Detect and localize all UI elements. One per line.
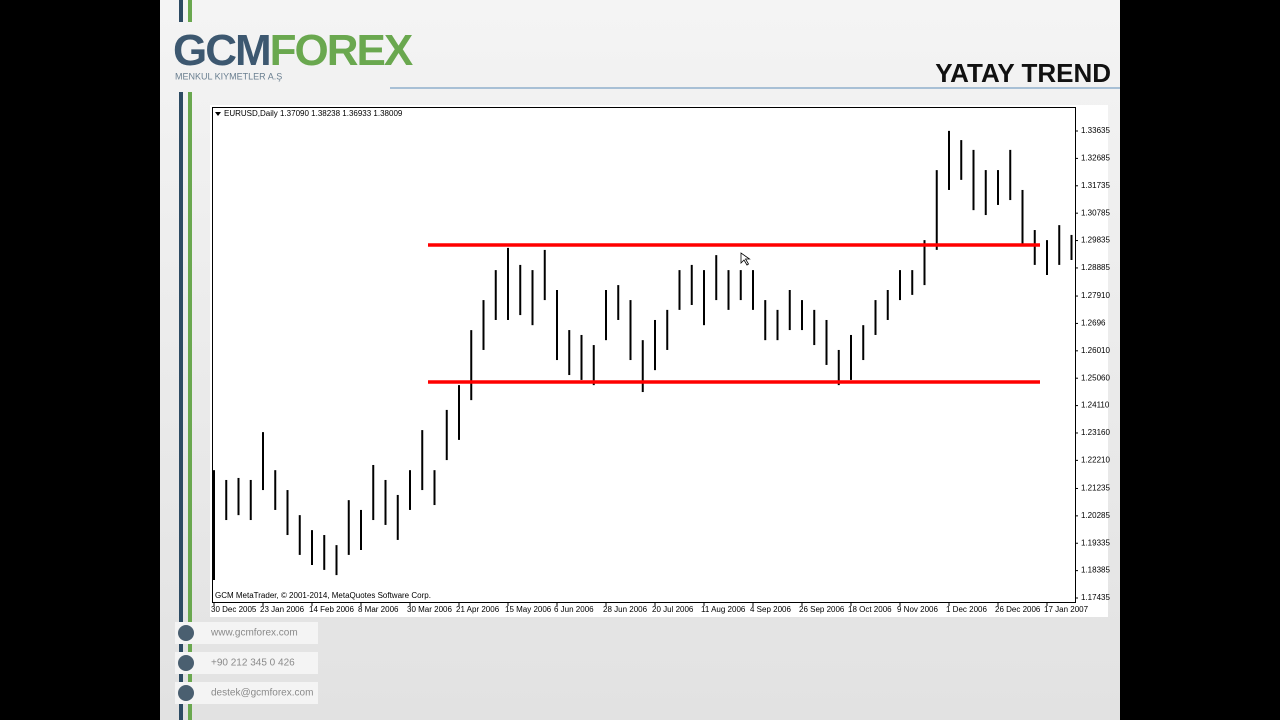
y-tick-label: 1.23160 — [1081, 428, 1110, 437]
chart-footer: GCM MetaTrader, © 2001-2014, MetaQuotes … — [215, 591, 431, 600]
y-tick-label: 1.17435 — [1081, 593, 1110, 602]
y-tick-label: 1.28885 — [1081, 263, 1110, 272]
chart-header: EURUSD,Daily 1.37090 1.38238 1.36933 1.3… — [224, 109, 403, 118]
y-tick-label: 1.33635 — [1081, 126, 1110, 135]
menu-arrow — [215, 112, 221, 116]
mail-icon — [178, 685, 194, 701]
y-tick-label: 1.25060 — [1081, 373, 1110, 382]
y-tick-label: 1.20285 — [1081, 511, 1110, 520]
y-tick-label: 1.2696 — [1081, 319, 1106, 328]
x-tick-label: 17 Jan 2007 — [1044, 605, 1089, 614]
y-tick-label: 1.31735 — [1081, 181, 1110, 190]
y-tick-label: 1.30785 — [1081, 208, 1110, 217]
x-tick-label: 6 Jun 2006 — [554, 605, 594, 614]
x-tick-label: 21 Apr 2006 — [456, 605, 500, 614]
contact-box — [175, 652, 318, 674]
slide-title: YATAY TREND — [935, 58, 1111, 88]
cursor — [740, 252, 751, 266]
stripe — [188, 0, 192, 22]
x-tick-label: 15 May 2006 — [505, 605, 552, 614]
x-tick-label: 14 Feb 2006 — [309, 605, 354, 614]
x-tick-label: 30 Mar 2006 — [407, 605, 452, 614]
contact-mail: destek@gcmforex.com — [211, 688, 313, 699]
contact-box — [175, 622, 318, 644]
y-tick-label: 1.19335 — [1081, 538, 1110, 547]
x-tick-label: 8 Mar 2006 — [358, 605, 399, 614]
x-tick-label: 1 Dec 2006 — [946, 605, 987, 614]
contact-box — [175, 682, 318, 704]
plot-frame — [212, 107, 1076, 603]
contact-phone: +90 212 345 0 426 — [211, 658, 295, 669]
stripe — [188, 92, 192, 720]
x-tick-label: 23 Jan 2006 — [260, 605, 305, 614]
x-tick-label: 4 Sep 2006 — [750, 605, 791, 614]
stripe — [179, 0, 183, 22]
contact-web: www.gcmforex.com — [210, 628, 298, 639]
y-tick-label: 1.22210 — [1081, 455, 1110, 464]
y-tick-label: 1.26010 — [1081, 346, 1110, 355]
logo: GCMFOREX — [173, 26, 413, 75]
chart-panel — [210, 105, 1108, 617]
x-tick-label: 28 Jun 2006 — [603, 605, 648, 614]
contacts: www.gcmforex.com +90 212 345 0 426 deste… — [175, 622, 318, 704]
x-tick-label: 26 Dec 2006 — [995, 605, 1041, 614]
phone-icon — [178, 655, 194, 671]
stripe — [179, 92, 183, 720]
x-tick-label: 9 Nov 2006 — [897, 605, 938, 614]
x-tick-label: 30 Dec 2005 — [211, 605, 257, 614]
y-tick-label: 1.29835 — [1081, 236, 1110, 245]
y-tick-label: 1.32685 — [1081, 154, 1110, 163]
x-tick-label: 18 Oct 2006 — [848, 605, 892, 614]
web-icon — [178, 625, 194, 641]
x-tick-label: 26 Sep 2006 — [799, 605, 845, 614]
x-tick-label: 11 Aug 2006 — [701, 605, 746, 614]
y-tick-label: 1.24110 — [1081, 401, 1110, 410]
logo-sub: MENKUL KIYMETLER A.Ş — [175, 71, 282, 81]
y-tick-label: 1.21235 — [1081, 484, 1110, 493]
y-tick-label: 1.18385 — [1081, 566, 1110, 575]
x-tick-label: 20 Jul 2006 — [652, 605, 694, 614]
y-tick-label: 1.27910 — [1081, 291, 1110, 300]
